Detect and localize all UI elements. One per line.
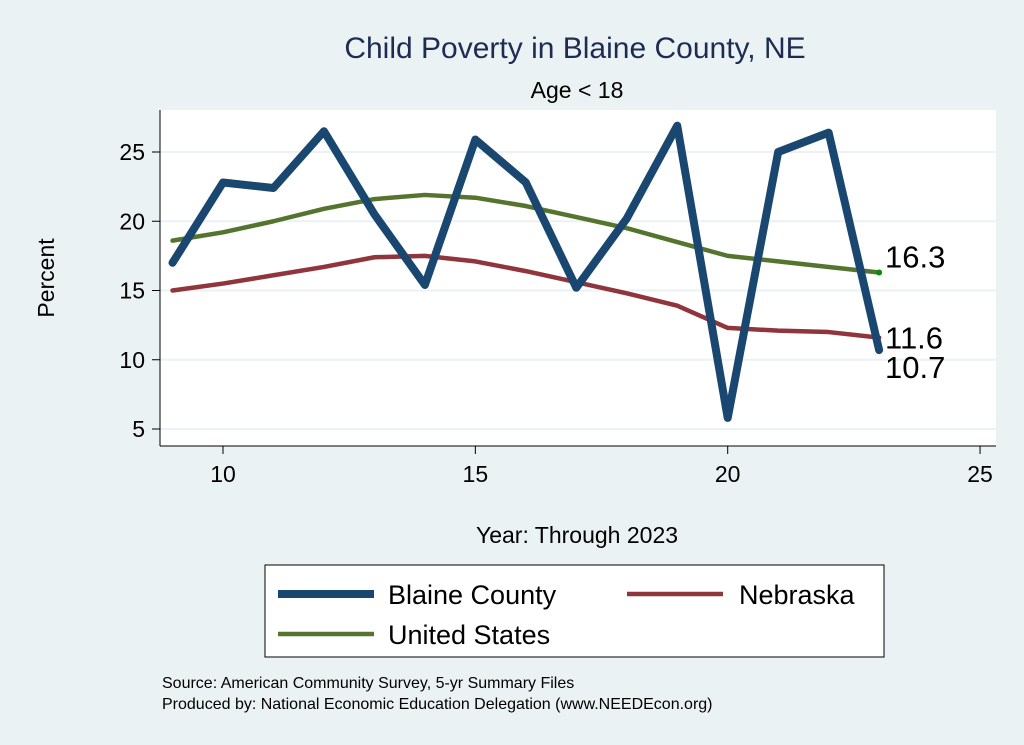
end-point-marker [876,269,883,276]
x-tick-label: 20 [715,461,741,487]
x-axis-label: Year: Through 2023 [476,522,678,548]
y-tick-label: 15 [119,278,145,304]
produced-by-note: Produced by: National Economic Education… [162,696,713,713]
end-value-label: 16.3 [885,239,945,274]
legend-label: Blaine County [388,580,557,610]
y-tick-label: 20 [119,208,145,234]
legend [264,564,885,658]
end-value-label: 10.7 [885,350,945,385]
chart-title: Child Poverty in Blaine County, NE [344,32,805,65]
legend-label: Nebraska [739,580,856,610]
series-line-blaine-county [168,121,884,422]
end-value-label: 11.6 [885,321,943,356]
series-line-nebraska [170,253,882,340]
y-tick-label: 10 [119,347,145,373]
chart-subtitle: Age < 18 [531,77,624,103]
x-tick-label: 15 [463,461,489,487]
plot-area [160,110,996,446]
legend-label: United States [388,620,550,650]
x-tick-label: 25 [967,461,993,487]
source-note: Source: American Community Survey, 5-yr … [162,675,574,692]
y-tick-label: 5 [132,416,145,442]
y-tick-label: 25 [119,139,145,165]
y-axis-label: Percent [33,238,59,318]
x-tick-label: 10 [210,461,236,487]
